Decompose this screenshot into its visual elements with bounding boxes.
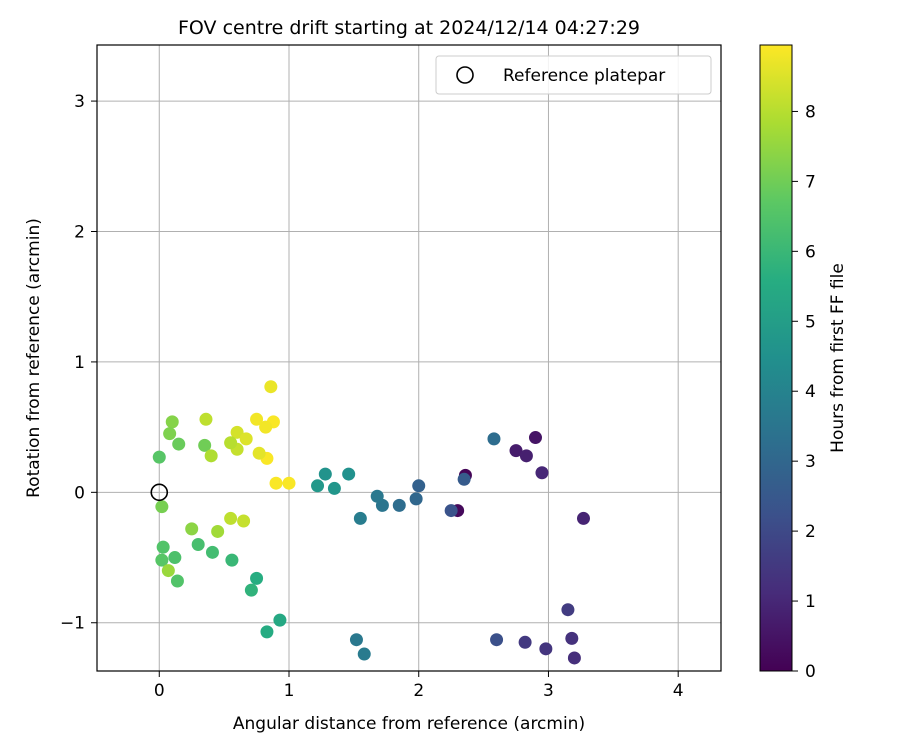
- data-point: [168, 551, 182, 565]
- legend-entry-reference: Reference platepar: [503, 66, 665, 86]
- x-axis-label: Angular distance from reference (arcmin): [233, 714, 585, 734]
- data-point: [509, 444, 523, 458]
- data-point: [165, 415, 179, 429]
- data-point: [349, 633, 363, 647]
- data-point: [412, 479, 426, 493]
- data-point: [327, 481, 341, 495]
- data-point: [205, 545, 219, 559]
- colorbar-label: Hours from first FF file: [828, 263, 848, 453]
- colorbar-tick-label: 2: [805, 522, 816, 542]
- data-point: [357, 647, 371, 661]
- colorbar-tick-label: 6: [805, 242, 816, 262]
- colorbar-gradient: [759, 44, 793, 672]
- x-tick-label: 1: [284, 681, 295, 701]
- chart-title: FOV centre drift starting at 2024/12/14 …: [178, 17, 640, 39]
- x-axis-ticks: 0 1 2 3 4: [154, 671, 684, 701]
- data-point: [239, 432, 253, 446]
- data-point: [224, 436, 238, 450]
- data-point: [576, 511, 590, 525]
- colorbar-tick-label: 3: [805, 452, 816, 472]
- data-point: [155, 553, 169, 567]
- x-tick-label: 3: [543, 681, 554, 701]
- data-point: [230, 425, 244, 439]
- y-axis-ticks: −1 0 1 2 3: [60, 92, 97, 634]
- y-tick-label: −1: [60, 614, 85, 634]
- data-point: [152, 450, 166, 464]
- plot-frame: [96, 44, 722, 672]
- data-point: [198, 438, 212, 452]
- data-point: [353, 511, 367, 525]
- y-tick-label: 0: [74, 483, 85, 503]
- grid-lines: [97, 45, 721, 671]
- y-tick-label: 3: [74, 92, 85, 112]
- data-point: [264, 380, 278, 394]
- colorbar-tick-label: 8: [805, 102, 816, 122]
- legend-box: [435, 55, 712, 95]
- data-point: [409, 492, 423, 506]
- data-point: [528, 431, 542, 445]
- colorbar-tick-label: 4: [805, 382, 816, 402]
- legend-marker: [456, 66, 474, 84]
- data-point: [311, 479, 325, 493]
- reference-point-marker: [150, 483, 169, 502]
- data-point: [172, 437, 186, 451]
- x-tick-label: 2: [413, 681, 424, 701]
- colorbar-tick-label: 5: [805, 312, 816, 332]
- data-point: [444, 504, 458, 518]
- data-point: [457, 472, 471, 486]
- data-point: [269, 476, 283, 490]
- data-point: [567, 651, 581, 665]
- colorbar-tick-label: 1: [805, 592, 816, 612]
- data-point: [156, 540, 170, 554]
- reference-marker: [150, 483, 169, 502]
- data-point: [225, 553, 239, 567]
- data-point: [250, 571, 264, 585]
- legend: Reference platepar: [435, 55, 712, 95]
- x-tick-label: 4: [673, 681, 684, 701]
- data-point: [199, 412, 213, 426]
- data-point: [244, 583, 258, 597]
- data-point: [561, 603, 575, 617]
- data-point: [191, 537, 205, 551]
- data-point: [519, 449, 533, 463]
- data-point: [204, 449, 218, 463]
- data-point: [565, 631, 579, 645]
- data-point: [163, 427, 177, 441]
- data-point: [155, 500, 169, 514]
- data-point: [224, 511, 238, 525]
- data-point: [161, 564, 175, 578]
- data-point: [250, 412, 264, 426]
- data-point: [535, 466, 549, 480]
- data-point: [487, 432, 501, 446]
- data-point: [211, 524, 225, 538]
- data-point: [318, 467, 332, 481]
- data-point: [392, 498, 406, 512]
- data-point: [282, 476, 296, 490]
- data-point: [370, 489, 384, 503]
- data-point: [260, 625, 274, 639]
- data-point: [185, 522, 199, 536]
- y-tick-label: 2: [74, 222, 85, 242]
- colorbar-tick-label: 0: [805, 662, 816, 682]
- data-point: [518, 635, 532, 649]
- data-point: [237, 514, 251, 528]
- x-tick-label: 0: [154, 681, 165, 701]
- data-point: [342, 467, 356, 481]
- data-point: [259, 420, 273, 434]
- data-point: [273, 613, 287, 627]
- data-points: [152, 380, 590, 665]
- colorbar-tick-label: 7: [805, 172, 816, 192]
- y-tick-label: 1: [74, 353, 85, 373]
- colorbar-ticks: 0 1 2 3 4 5 6 7 8: [792, 102, 816, 682]
- data-point: [539, 642, 553, 656]
- colorbar: 0 1 2 3 4 5 6 7 8 Hours from first FF file: [759, 44, 848, 682]
- data-point: [252, 446, 266, 460]
- y-axis-label: Rotation from reference (arcmin): [24, 218, 44, 498]
- data-point: [170, 574, 184, 588]
- data-point: [490, 633, 504, 647]
